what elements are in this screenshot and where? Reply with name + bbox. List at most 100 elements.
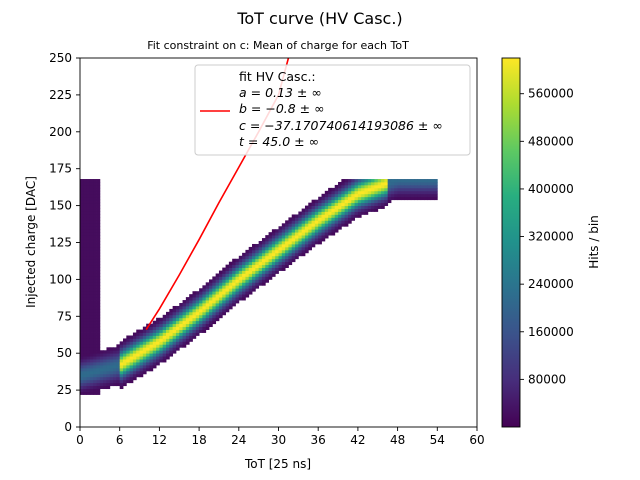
- heatmap-cell: [427, 196, 432, 201]
- heatmap-cell: [245, 267, 250, 271]
- heatmap-cell: [298, 220, 303, 224]
- colorbar-tick-label: 480000: [528, 134, 574, 148]
- heatmap-cell: [83, 329, 88, 333]
- heatmap-cell: [374, 190, 379, 195]
- heatmap-cell: [80, 347, 84, 351]
- heatmap-cell: [255, 243, 260, 248]
- heatmap-cell: [89, 317, 94, 322]
- heatmap-cell: [427, 184, 432, 189]
- heatmap-cell: [215, 317, 220, 322]
- heatmap-cell: [245, 258, 250, 263]
- heatmap-cell: [109, 362, 114, 366]
- heatmap-cell: [96, 303, 101, 307]
- heatmap-cell: [328, 214, 332, 218]
- heatmap-cell: [80, 270, 84, 274]
- heatmap-cell: [271, 258, 276, 263]
- heatmap-cell: [261, 273, 266, 277]
- heatmap-cell: [324, 220, 329, 224]
- heatmap-cell: [109, 350, 114, 354]
- heatmap-cell: [83, 367, 88, 372]
- heatmap-cell: [93, 273, 97, 277]
- heatmap-cell: [245, 282, 250, 286]
- heatmap-cell: [123, 365, 127, 369]
- heatmap-cell: [430, 184, 435, 189]
- heatmap-cell: [242, 285, 246, 289]
- heatmap-cell: [298, 226, 303, 230]
- heatmap-cell: [202, 311, 207, 316]
- heatmap-cell: [281, 249, 286, 254]
- heatmap-cell: [215, 297, 220, 301]
- heatmap-cell: [89, 193, 94, 198]
- heatmap-cell: [96, 214, 101, 218]
- heatmap-cell: [424, 193, 428, 198]
- heatmap-cell: [86, 238, 91, 242]
- heatmap-cell: [162, 320, 167, 325]
- heatmap-cell: [89, 223, 94, 227]
- heatmap-cell: [103, 359, 107, 363]
- heatmap-cell: [83, 261, 88, 266]
- heatmap-cell: [182, 335, 187, 339]
- heatmap-cell: [149, 359, 154, 363]
- heatmap-cell: [119, 344, 124, 348]
- heatmap-cell: [288, 261, 293, 266]
- heatmap-cell: [152, 353, 157, 357]
- heatmap-cell: [126, 362, 131, 366]
- heatmap-cell: [268, 267, 273, 271]
- heatmap-cell: [314, 214, 319, 218]
- heatmap-cell: [328, 193, 332, 198]
- heatmap-cell: [347, 208, 352, 212]
- heatmap-cell: [86, 261, 91, 266]
- heatmap-cell: [185, 326, 190, 330]
- heatmap-cell: [252, 288, 256, 292]
- heatmap-cell: [89, 214, 94, 218]
- heatmap-cell: [89, 238, 94, 242]
- heatmap-cell: [146, 335, 150, 339]
- heatmap-cell: [338, 226, 342, 230]
- heatmap-cell: [142, 365, 147, 369]
- heatmap-cell: [238, 261, 243, 266]
- heatmap-cell: [139, 367, 144, 372]
- heatmap-cell: [278, 246, 283, 251]
- heatmap-cell: [371, 208, 375, 212]
- heatmap-cell: [93, 223, 97, 227]
- heatmap-cell: [252, 243, 256, 248]
- heatmap-cell: [218, 294, 223, 298]
- heatmap-cell: [89, 332, 94, 336]
- heatmap-cell: [218, 276, 223, 280]
- heatmap-cell: [89, 232, 94, 236]
- heatmap-cell: [390, 190, 395, 195]
- heatmap-cell: [275, 241, 279, 245]
- heatmap-cell: [417, 190, 422, 195]
- heatmap-cell: [129, 356, 134, 360]
- heatmap-cell: [301, 238, 306, 242]
- heatmap-cell: [93, 385, 97, 390]
- legend-param-a: a = 0.13 ± ∞: [239, 85, 322, 100]
- heatmap-cell: [245, 270, 250, 274]
- heatmap-cell: [344, 217, 349, 221]
- heatmap-cell: [175, 305, 180, 310]
- heatmap-cell: [258, 264, 263, 268]
- heatmap-cell: [195, 317, 200, 322]
- heatmap-cell: [338, 205, 342, 209]
- x-tick-label: 36: [311, 433, 326, 447]
- heatmap-cell: [80, 379, 84, 384]
- heatmap-cell: [86, 370, 91, 375]
- heatmap-cell: [89, 181, 94, 186]
- heatmap-cell: [228, 261, 233, 266]
- heatmap-cell: [96, 220, 101, 224]
- heatmap-cell: [304, 220, 309, 224]
- heatmap-cell: [119, 373, 124, 378]
- heatmap-cell: [202, 305, 207, 310]
- heatmap-cell: [80, 326, 84, 330]
- heatmap-cell: [202, 294, 207, 298]
- heatmap-cell: [291, 241, 296, 245]
- heatmap-cell: [381, 202, 385, 206]
- heatmap-cell: [222, 308, 226, 313]
- heatmap-cell: [232, 300, 236, 304]
- heatmap-cell: [93, 276, 97, 280]
- x-axis-label: ToT [25 ns]: [244, 457, 311, 471]
- heatmap-cell: [179, 335, 183, 339]
- heatmap-cell: [93, 350, 97, 354]
- heatmap-cell: [252, 276, 256, 280]
- heatmap-cell: [169, 335, 174, 339]
